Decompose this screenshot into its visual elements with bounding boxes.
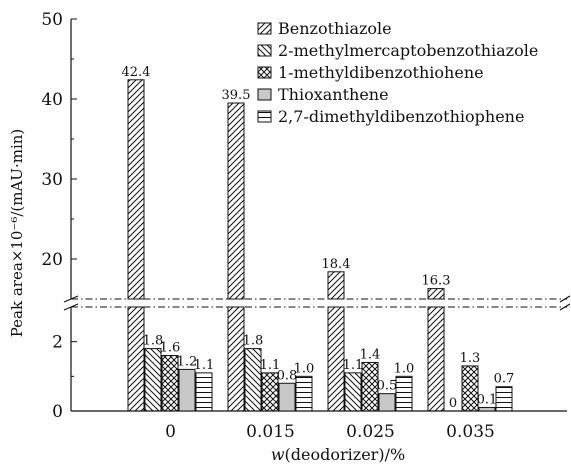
- bar: [178, 368, 196, 412]
- bar: [344, 372, 362, 412]
- bar: [495, 386, 513, 412]
- y-tick-label: 50: [41, 10, 63, 30]
- legend-label: 2-methylmercaptobenzothiazole: [278, 41, 538, 60]
- data-label: 39.5: [222, 88, 251, 103]
- data-label: 1.1: [194, 358, 215, 373]
- data-labels: 42.41.81.61.21.139.51.81.10.81.018.41.11…: [122, 65, 515, 411]
- data-label: 1.8: [243, 334, 264, 349]
- x-tick-label: 0.015: [246, 422, 295, 442]
- bar: [278, 382, 296, 412]
- data-label: 0: [449, 396, 457, 411]
- bar: [361, 361, 379, 412]
- bar: [461, 365, 479, 412]
- data-label: 0.1: [477, 393, 498, 408]
- bar: [327, 306, 345, 412]
- data-label: 1.2: [177, 354, 198, 369]
- legend-label: 1-methyldibenzothiohene: [278, 63, 484, 82]
- bar: [244, 348, 262, 412]
- data-label: 1.1: [343, 358, 364, 373]
- legend-label: 2,7-dimethyldibenzothiophene: [278, 107, 524, 126]
- bar-upper-segment: [227, 102, 245, 300]
- y-tick-label: 40: [41, 90, 63, 110]
- y-tick-label: 20: [41, 250, 63, 270]
- bar: [478, 407, 496, 412]
- data-label: 1.0: [294, 361, 315, 376]
- data-label: 1.1: [260, 358, 281, 373]
- bar: [127, 306, 145, 412]
- bar: [161, 355, 179, 412]
- data-label: 1.0: [394, 361, 415, 376]
- data-label: 1.3: [460, 351, 481, 366]
- x-tick-label: 0: [165, 422, 176, 442]
- data-label: 1.6: [160, 341, 181, 356]
- y-axis-title: Peak area×10⁻⁶/(mAU·min): [8, 129, 26, 338]
- legend: Benzothiazole 2-methylmercaptobenzothiazo…: [257, 19, 538, 126]
- axis-break-mark-left: [63, 295, 79, 311]
- bar-upper-segment: [127, 79, 145, 300]
- bar: [144, 348, 162, 412]
- data-label: 42.4: [122, 65, 151, 80]
- data-label: 0.7: [494, 372, 515, 387]
- data-label: 1.4: [360, 347, 381, 362]
- y-tick-label: 0: [52, 402, 63, 422]
- bar: [295, 375, 313, 412]
- data-label: 16.3: [422, 274, 451, 289]
- data-label: 18.4: [322, 257, 351, 272]
- axis-break-mark-right: [559, 295, 571, 311]
- data-label: 0.5: [377, 379, 398, 394]
- bar: [261, 372, 279, 412]
- y-tick-label: 30: [41, 170, 63, 190]
- bar-upper-segment: [427, 288, 445, 300]
- legend-swatch: [257, 66, 272, 79]
- x-axis-title: w(deodorizer)/%: [271, 445, 405, 464]
- data-label: 0.8: [277, 368, 298, 383]
- bar: [227, 306, 245, 412]
- x-tick-label: 0.025: [346, 422, 395, 442]
- bar-upper-segment: [327, 271, 345, 300]
- legend-swatch: [257, 88, 272, 101]
- x-tick-label: 0.035: [446, 422, 495, 442]
- legend-swatch: [257, 44, 272, 57]
- data-label: 1.8: [143, 334, 164, 349]
- bars: [127, 79, 513, 412]
- y-tick-label: 2: [52, 333, 63, 353]
- bar: [427, 306, 445, 412]
- bar: [378, 393, 396, 412]
- legend-swatch: [257, 22, 272, 35]
- legend-swatch: [257, 110, 272, 123]
- bar: [195, 372, 213, 412]
- bar: [395, 375, 413, 412]
- legend-label: Benzothiazole: [278, 19, 392, 38]
- legend-label: Thioxanthene: [278, 85, 389, 104]
